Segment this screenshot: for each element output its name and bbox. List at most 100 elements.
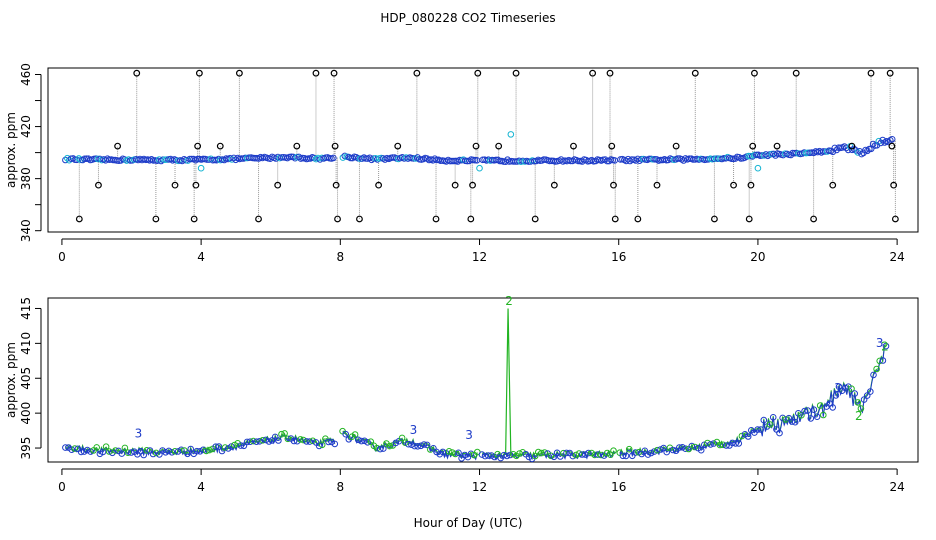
top-outlier-point	[792, 69, 800, 77]
bottom-data-point	[597, 451, 605, 459]
bottom-data-point	[754, 426, 761, 433]
top-outlier-point	[672, 142, 680, 150]
top-data-point	[728, 155, 735, 162]
bottom-data-point	[766, 421, 774, 428]
bottom-data-point	[481, 452, 489, 460]
bottom-data-point	[510, 451, 517, 458]
bottom-y-tick-label: 410	[19, 332, 33, 355]
top-data-point	[787, 151, 795, 159]
bottom-data-point	[275, 437, 282, 444]
bottom-marker-label: 3	[410, 423, 418, 437]
top-x-tick-label: 20	[750, 250, 765, 264]
bottom-data-point	[879, 357, 887, 364]
bottom-data-point	[607, 451, 614, 459]
bottom-data-point	[585, 449, 592, 457]
bottom-data-point	[467, 450, 475, 458]
bottom-data-point	[262, 436, 270, 444]
top-outlier-point	[194, 142, 202, 150]
top-outlier-point	[890, 181, 898, 189]
bottom-data-point	[782, 416, 790, 423]
top-data-point	[833, 146, 841, 154]
bottom-data-point	[704, 439, 711, 447]
bottom-data-point	[870, 371, 877, 379]
bottom-data-point	[284, 435, 292, 443]
top-data-point	[852, 147, 860, 154]
bottom-data-point	[816, 402, 824, 409]
bottom-data-point	[488, 452, 495, 459]
bottom-data-point	[550, 453, 558, 461]
top-outlier-point	[293, 142, 301, 150]
bottom-data-point	[253, 438, 260, 446]
bottom-data-point	[707, 441, 714, 448]
top-outlier-point	[531, 215, 539, 223]
bottom-data-point	[500, 451, 508, 459]
top-special-point	[754, 164, 762, 172]
bottom-marker-label: 3	[834, 381, 842, 395]
bottom-data-point	[719, 441, 727, 449]
bottom-data-point	[380, 445, 387, 452]
top-outlier-point	[255, 215, 262, 223]
bottom-data-point	[354, 436, 362, 444]
top-y-tick-label: 460	[19, 63, 33, 86]
top-data-point	[864, 147, 871, 155]
bottom-data-point	[525, 453, 533, 461]
top-data-point	[316, 156, 324, 163]
bottom-data-point	[625, 445, 633, 453]
top-outlier-point	[114, 142, 121, 150]
top-outlier-point	[747, 181, 755, 189]
bottom-data-point	[231, 441, 238, 449]
bottom-data-point	[212, 443, 219, 451]
top-outlier-point	[332, 181, 340, 189]
bottom-data-point	[281, 430, 288, 437]
bottom-data-point	[364, 439, 371, 446]
top-outlier-point	[888, 142, 896, 150]
top-data-point	[674, 155, 682, 162]
bottom-data-point	[701, 441, 708, 449]
top-outlier-point	[216, 142, 224, 150]
bottom-data-point	[788, 418, 796, 425]
bottom-data-point	[582, 451, 589, 458]
bottom-data-point	[121, 444, 129, 452]
bottom-data-point	[882, 342, 890, 350]
bottom-data-point	[309, 437, 317, 445]
top-outlier-point	[691, 69, 699, 77]
top-outlier-point	[413, 69, 421, 77]
bottom-data-point	[187, 445, 194, 453]
bottom-data-point	[801, 407, 808, 415]
bottom-data-point	[124, 449, 132, 457]
bottom-data-point	[632, 449, 639, 456]
top-y-tick-label: 340	[19, 219, 33, 242]
top-data-point	[869, 140, 877, 148]
bottom-data-point	[807, 415, 815, 422]
top-outlier-point	[75, 215, 83, 223]
bottom-data-point	[657, 446, 664, 453]
bottom-data-point	[619, 452, 627, 460]
bottom-data-point	[401, 439, 409, 447]
bottom-data-point	[265, 438, 273, 445]
bottom-data-point	[300, 436, 307, 444]
bottom-data-point	[735, 440, 743, 447]
bottom-data-point	[697, 446, 705, 454]
bottom-x-tick-label: 0	[58, 480, 66, 494]
top-outlier-point	[152, 215, 160, 223]
bottom-data-point	[716, 441, 724, 449]
bottom-data-point	[829, 404, 837, 411]
top-x-tick-label: 24	[889, 250, 904, 264]
bottom-data-point	[303, 438, 310, 445]
bottom-y-tick-label: 405	[19, 367, 33, 390]
bottom-data-point	[99, 448, 107, 456]
bottom-data-point	[152, 449, 160, 457]
bottom-data-point	[594, 451, 602, 458]
top-plot-frame	[47, 67, 919, 233]
bottom-data-point	[162, 449, 169, 456]
top-x-tick-label: 16	[611, 250, 626, 264]
bottom-data-point	[250, 437, 257, 445]
bottom-data-point	[622, 452, 630, 460]
bottom-data-point	[93, 444, 100, 451]
bottom-data-point	[876, 357, 884, 365]
bottom-data-point	[506, 451, 514, 459]
top-outlier-point	[432, 215, 440, 223]
top-outlier-point	[730, 181, 737, 189]
bottom-data-point	[535, 448, 542, 456]
bottom-series-3-line	[619, 345, 887, 458]
